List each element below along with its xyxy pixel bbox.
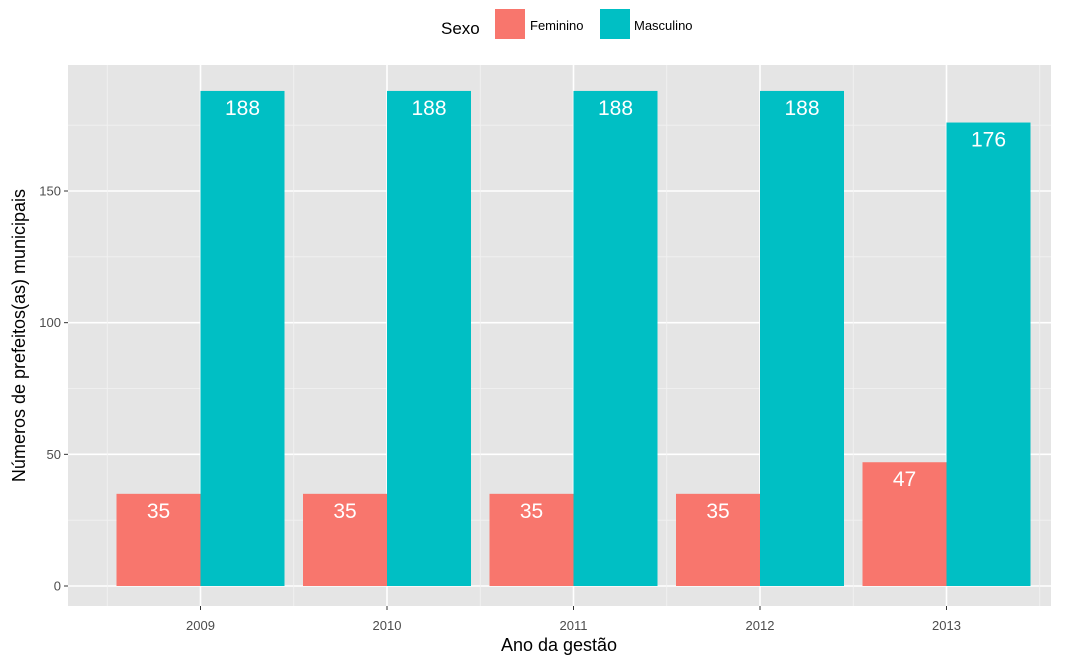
legend-label-feminino: Feminino [530, 18, 583, 33]
data-label-feminino-2012: 35 [706, 500, 729, 523]
data-label-masculino-2013: 176 [971, 129, 1006, 152]
bar-masculino-2011 [573, 90, 658, 586]
bar-masculino-2012 [760, 90, 844, 586]
y-tick-label: 100 [39, 315, 61, 330]
bar-masculino-2010 [387, 90, 471, 586]
bar-feminino-2011 [489, 493, 574, 586]
bar-masculino-2009 [200, 90, 285, 586]
y-tick-label: 150 [39, 184, 61, 199]
legend-label-masculino: Masculino [634, 18, 693, 33]
x-tick-label: 2010 [373, 618, 402, 633]
x-axis-title: Ano da gestão [501, 635, 617, 655]
x-tick-label: 2013 [932, 618, 961, 633]
axes: 0 50 100 150 2009 2010 2011 2012 2013 [39, 184, 961, 634]
data-label-feminino-2010: 35 [333, 500, 356, 523]
bar-feminino-2010 [303, 493, 387, 586]
x-tick-label: 2012 [746, 618, 775, 633]
legend-swatch-masculino [600, 9, 630, 39]
y-axis-title: Números de prefeitos(as) municipais [9, 189, 29, 482]
x-tick-label: 2009 [186, 618, 215, 633]
data-label-masculino-2012: 188 [784, 97, 819, 120]
data-label-feminino-2013: 47 [893, 468, 916, 491]
bar-feminino-2012 [676, 493, 760, 586]
y-tick-label: 50 [47, 447, 61, 462]
data-label-feminino-2011: 35 [520, 500, 543, 523]
legend: Sexo Feminino Masculino [441, 9, 693, 39]
data-labels: 35 188 35 188 35 188 35 188 47 176 [147, 97, 1006, 523]
data-label-masculino-2011: 188 [598, 97, 633, 120]
bar-feminino-2009 [116, 493, 201, 586]
bar-feminino-2013 [862, 462, 947, 586]
legend-title: Sexo [441, 19, 480, 38]
data-label-feminino-2009: 35 [147, 500, 170, 523]
data-label-masculino-2009: 188 [225, 97, 260, 120]
y-tick-label: 0 [54, 579, 61, 594]
data-label-masculino-2010: 188 [411, 97, 446, 120]
x-tick-label: 2011 [560, 618, 588, 633]
bars [116, 90, 1031, 587]
legend-swatch-feminino [495, 9, 525, 39]
bar-masculino-2013 [946, 122, 1031, 587]
